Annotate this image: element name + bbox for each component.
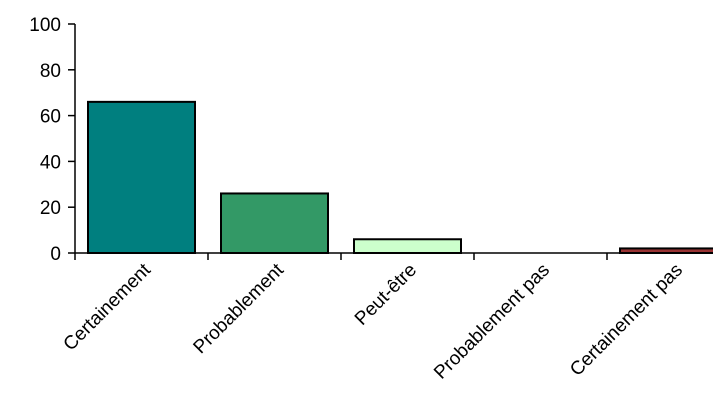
y-tick-label: 100 [29,15,61,36]
category-labels: Certainement Probablement Peut-être Probabl… [60,259,688,383]
bars [87,100,713,255]
y-tick-label: 60 [40,107,61,128]
bar-0 [87,100,196,254]
y-tick-label: 80 [40,61,61,82]
category-label: Peut-être [351,260,421,330]
bar-2 [353,238,462,254]
bar-1 [220,192,329,255]
category-label: Probablement pas [430,260,554,384]
y-ticks: 0 20 40 60 80 100 [29,15,75,265]
x-ticks [74,253,608,260]
category-label: Probablement [190,259,289,358]
category-label: Certainement pas [566,260,687,381]
y-tick-label: 40 [40,152,61,173]
y-tick-label: 20 [40,198,61,219]
y-tick-label: 0 [50,244,61,265]
category-label: Certainement [60,259,156,355]
